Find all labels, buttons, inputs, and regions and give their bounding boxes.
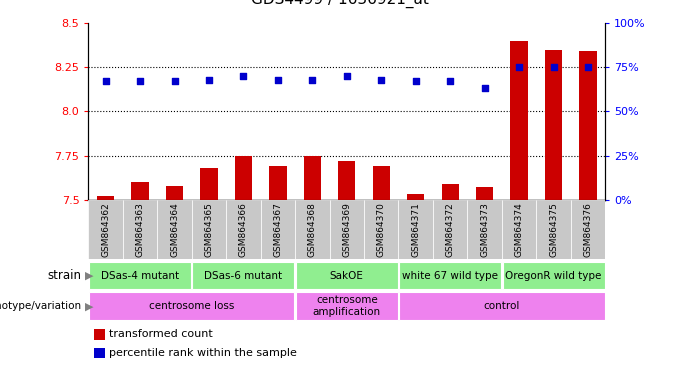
Text: GSM864375: GSM864375	[549, 202, 558, 257]
Bar	[201, 168, 218, 200]
Text: GSM864370: GSM864370	[377, 202, 386, 257]
Text: OregonR wild type: OregonR wild type	[505, 270, 602, 281]
Text: transformed count: transformed count	[109, 329, 213, 339]
Point	[238, 73, 249, 79]
Bar	[467, 200, 502, 258]
Text: GSM864363: GSM864363	[135, 202, 145, 257]
Bar	[131, 182, 149, 200]
Bar	[123, 200, 157, 258]
Point	[513, 64, 524, 70]
Text: DSas-6 mutant: DSas-6 mutant	[205, 270, 282, 281]
Text: GSM864368: GSM864368	[308, 202, 317, 257]
Bar	[579, 51, 596, 200]
Bar	[441, 184, 459, 200]
Bar	[269, 166, 286, 200]
Point	[135, 78, 146, 84]
Text: ▶: ▶	[85, 270, 94, 281]
Bar	[338, 161, 356, 200]
Bar	[89, 262, 191, 290]
Text: GSM864373: GSM864373	[480, 202, 489, 257]
Text: control: control	[483, 301, 520, 311]
Bar	[235, 156, 252, 200]
Text: GSM864366: GSM864366	[239, 202, 248, 257]
Bar	[192, 200, 226, 258]
Point	[203, 76, 214, 83]
Text: strain: strain	[48, 269, 82, 282]
Text: GSM864369: GSM864369	[342, 202, 352, 257]
Bar	[88, 200, 123, 258]
Point	[273, 76, 284, 83]
Text: centrosome loss: centrosome loss	[149, 301, 235, 311]
Bar	[330, 200, 364, 258]
Bar	[511, 41, 528, 200]
Bar	[296, 293, 398, 320]
Bar	[89, 293, 294, 320]
Point	[410, 78, 421, 84]
Text: ▶: ▶	[85, 301, 94, 311]
Point	[169, 78, 180, 84]
Bar	[373, 166, 390, 200]
Bar	[226, 200, 260, 258]
Bar	[571, 200, 605, 258]
Text: GSM864376: GSM864376	[583, 202, 592, 257]
Point	[341, 73, 352, 79]
Point	[548, 64, 559, 70]
Text: GSM864367: GSM864367	[273, 202, 282, 257]
Text: DSas-4 mutant: DSas-4 mutant	[101, 270, 179, 281]
Text: GSM864365: GSM864365	[205, 202, 214, 257]
Bar	[407, 194, 424, 200]
Bar	[94, 329, 105, 340]
Point	[376, 76, 387, 83]
Bar	[94, 348, 105, 358]
Point	[445, 78, 456, 84]
Point	[583, 64, 594, 70]
Text: centrosome
amplification: centrosome amplification	[313, 295, 381, 317]
Text: GDS4499 / 1636921_at: GDS4499 / 1636921_at	[251, 0, 429, 8]
Bar	[296, 262, 398, 290]
Bar	[399, 262, 501, 290]
Bar	[502, 200, 537, 258]
Bar	[433, 200, 467, 258]
Bar	[166, 185, 183, 200]
Bar	[398, 200, 433, 258]
Bar	[260, 200, 295, 258]
Bar	[157, 200, 192, 258]
Bar	[364, 200, 398, 258]
Bar	[545, 50, 562, 200]
Bar	[97, 196, 114, 200]
Text: genotype/variation: genotype/variation	[0, 301, 82, 311]
Text: GSM864362: GSM864362	[101, 202, 110, 257]
Point	[100, 78, 111, 84]
Bar	[476, 187, 493, 200]
Text: GSM864372: GSM864372	[445, 202, 455, 257]
Bar	[399, 293, 605, 320]
Bar	[295, 200, 330, 258]
Text: GSM864371: GSM864371	[411, 202, 420, 257]
Text: SakOE: SakOE	[330, 270, 364, 281]
Bar	[503, 262, 605, 290]
Bar	[192, 262, 294, 290]
Text: percentile rank within the sample: percentile rank within the sample	[109, 348, 297, 358]
Point	[479, 85, 490, 91]
Text: GSM864364: GSM864364	[170, 202, 179, 257]
Text: white 67 wild type: white 67 wild type	[402, 270, 498, 281]
Point	[307, 76, 318, 83]
Bar	[304, 156, 321, 200]
Text: GSM864374: GSM864374	[515, 202, 524, 257]
Bar	[537, 200, 571, 258]
